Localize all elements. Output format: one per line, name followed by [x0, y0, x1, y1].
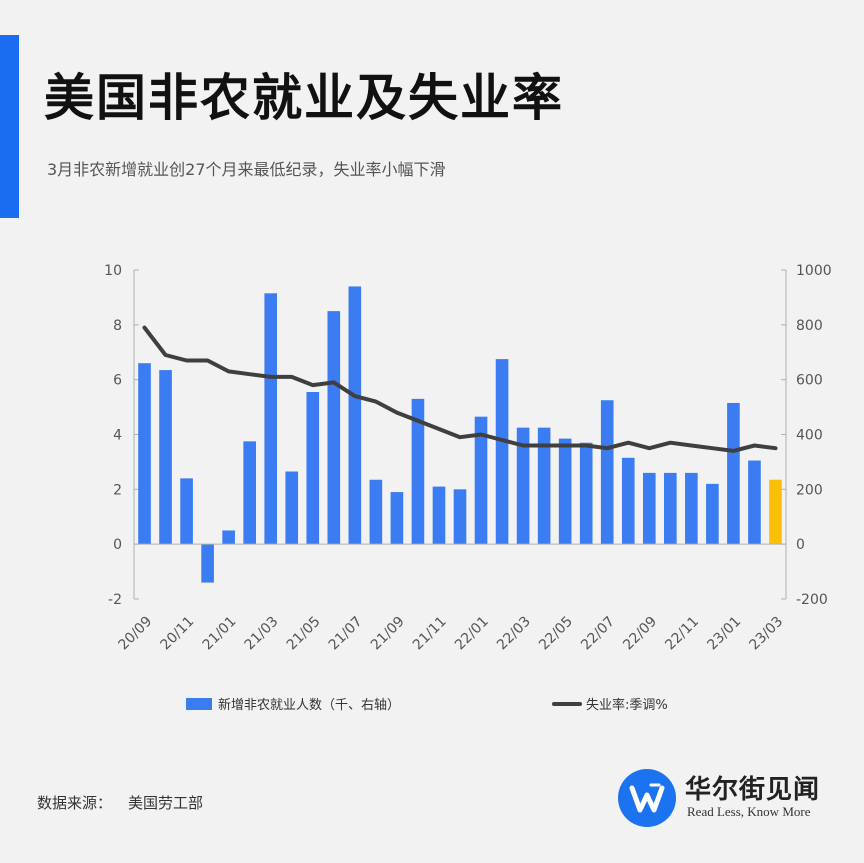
bar	[579, 442, 593, 545]
right-tick-label: -200	[796, 592, 828, 608]
bar	[369, 479, 383, 545]
legend-label-unemployment: 失业率:季调%	[586, 698, 668, 713]
brand-name: 华尔街见闻	[685, 775, 821, 805]
bar	[495, 359, 509, 545]
bar	[516, 427, 530, 545]
x-tick-label: 22/03	[494, 614, 534, 654]
bar	[201, 544, 214, 583]
bar	[264, 293, 278, 545]
bar	[642, 472, 656, 545]
bar	[621, 457, 635, 545]
x-tick-label: 21/09	[368, 614, 408, 654]
x-tick-label: 22/09	[620, 614, 660, 654]
x-tick-label: 23/03	[746, 614, 786, 654]
left-tick-label: -2	[108, 592, 122, 608]
x-tick-label: 21/11	[410, 614, 450, 654]
bar	[748, 460, 761, 545]
bar	[348, 286, 362, 545]
bar	[558, 438, 572, 545]
x-tick-label: 20/11	[158, 614, 198, 654]
legend-item-jobs: 新增非农就业人数（千、右轴）	[186, 694, 400, 713]
bar	[600, 400, 614, 545]
unemployment-rate-line	[142, 325, 778, 453]
left-tick-label: 8	[113, 318, 122, 334]
accent-bar	[0, 35, 19, 218]
bar-highlighted	[769, 479, 782, 545]
right-tick-label: 600	[796, 373, 823, 389]
legend-bar-swatch	[186, 697, 212, 710]
page-subtitle: 3月非农新增就业创27个月来最低纪录，失业率小幅下滑	[47, 160, 446, 179]
x-tick-label: 22/05	[536, 614, 576, 654]
bar	[285, 471, 299, 545]
chart: 10 8 6 4 2 0 -2 1000 800 600 400 200 0 -200 20/09 20/11…	[104, 263, 832, 654]
bar	[474, 416, 488, 545]
x-tick-label: 22/01	[452, 614, 492, 654]
bar	[159, 370, 172, 545]
bar	[706, 483, 719, 545]
bar	[432, 486, 446, 545]
left-tick-label: 4	[113, 428, 122, 444]
x-tick-label: 22/07	[578, 614, 618, 654]
legend-item-unemployment: 失业率:季调%	[552, 694, 668, 713]
right-tick-label: 200	[796, 482, 823, 498]
x-tick-label: 22/11	[662, 614, 702, 654]
x-tick-label: 21/01	[200, 614, 240, 654]
x-tick-label: 21/03	[242, 614, 282, 654]
bar	[390, 492, 404, 545]
bar	[727, 402, 740, 545]
right-tick-label: 800	[796, 318, 823, 334]
left-tick-label: 2	[113, 482, 122, 498]
brand-logo: 华尔街见闻 Read Less, Know More	[618, 767, 848, 827]
bar	[685, 472, 698, 545]
data-source: 数据来源： 美国劳工部	[37, 792, 203, 813]
right-tick-label: 1000	[796, 263, 832, 279]
source-value: 美国劳工部	[128, 794, 204, 812]
left-tick-label: 0	[113, 537, 122, 553]
bar	[306, 392, 320, 545]
left-tick-label: 10	[104, 263, 122, 279]
wallstreetcn-w-logo-icon	[618, 769, 676, 827]
bar	[327, 311, 341, 545]
source-label: 数据来源：	[37, 794, 113, 812]
bar	[243, 441, 256, 545]
right-tick-label: 0	[796, 537, 805, 553]
page-title: 美国非农就业及失业率	[44, 69, 564, 127]
bar	[222, 530, 235, 545]
bar	[411, 398, 425, 545]
bar	[138, 363, 151, 545]
bar	[664, 472, 677, 545]
legend-line-swatch	[552, 701, 582, 706]
bar	[537, 427, 551, 545]
left-tick-label: 6	[113, 373, 122, 389]
x-tick-label: 23/01	[704, 614, 744, 654]
x-tick-label: 21/05	[284, 614, 324, 654]
bar	[453, 489, 467, 545]
bar	[180, 478, 193, 545]
right-tick-label: 400	[796, 428, 823, 444]
brand-slogan: Read Less, Know More	[687, 804, 811, 819]
legend-label-jobs: 新增非农就业人数（千、右轴）	[218, 698, 401, 713]
x-tick-label: 21/07	[326, 614, 366, 654]
chart-legend: 新增非农就业人数（千、右轴） 失业率:季调%	[0, 694, 864, 716]
x-tick-label: 20/09	[115, 614, 155, 654]
